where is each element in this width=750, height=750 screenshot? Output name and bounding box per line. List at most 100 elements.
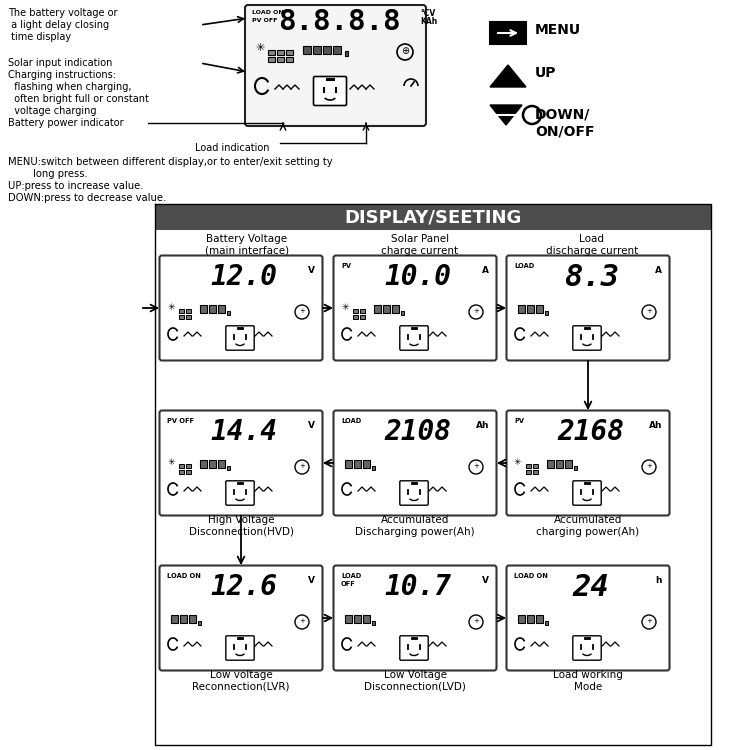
FancyBboxPatch shape <box>226 481 254 506</box>
FancyBboxPatch shape <box>227 311 230 315</box>
Text: DOWN:press to decrease value.: DOWN:press to decrease value. <box>8 193 166 203</box>
FancyBboxPatch shape <box>533 464 538 468</box>
FancyBboxPatch shape <box>353 309 358 313</box>
FancyBboxPatch shape <box>179 309 184 313</box>
FancyBboxPatch shape <box>573 326 602 350</box>
FancyBboxPatch shape <box>545 311 548 315</box>
FancyBboxPatch shape <box>171 615 178 623</box>
Text: LOAD: LOAD <box>514 263 534 269</box>
FancyBboxPatch shape <box>545 621 548 625</box>
FancyBboxPatch shape <box>186 315 191 319</box>
FancyBboxPatch shape <box>323 46 331 54</box>
Text: PV OFF: PV OFF <box>252 18 278 23</box>
Text: +: + <box>646 308 652 314</box>
FancyBboxPatch shape <box>198 621 201 625</box>
FancyBboxPatch shape <box>411 327 417 329</box>
Text: Solar Panel
charge current: Solar Panel charge current <box>382 234 458 256</box>
Text: +: + <box>473 463 479 469</box>
FancyBboxPatch shape <box>186 464 191 468</box>
Text: ✳: ✳ <box>167 458 175 467</box>
FancyBboxPatch shape <box>400 481 428 506</box>
FancyBboxPatch shape <box>536 305 543 313</box>
FancyBboxPatch shape <box>372 466 375 470</box>
Text: 24: 24 <box>573 573 610 602</box>
FancyBboxPatch shape <box>374 305 381 313</box>
FancyBboxPatch shape <box>400 636 428 660</box>
FancyBboxPatch shape <box>313 46 321 54</box>
FancyBboxPatch shape <box>573 636 602 660</box>
Text: +: + <box>299 308 305 314</box>
Text: Accumulated
charging power(Ah): Accumulated charging power(Ah) <box>536 515 640 536</box>
FancyBboxPatch shape <box>334 566 496 670</box>
Text: A: A <box>482 266 489 275</box>
Text: KAh: KAh <box>420 17 437 26</box>
FancyBboxPatch shape <box>527 305 534 313</box>
FancyBboxPatch shape <box>277 50 284 55</box>
Text: ✳: ✳ <box>255 43 264 53</box>
FancyBboxPatch shape <box>155 204 711 230</box>
Text: MENU: MENU <box>535 23 581 37</box>
FancyBboxPatch shape <box>209 305 216 313</box>
FancyBboxPatch shape <box>226 636 254 660</box>
FancyBboxPatch shape <box>584 327 590 329</box>
FancyBboxPatch shape <box>179 315 184 319</box>
Text: 12.0: 12.0 <box>211 263 278 291</box>
Text: DISPLAY/SEETING: DISPLAY/SEETING <box>344 208 522 226</box>
FancyBboxPatch shape <box>245 5 426 126</box>
FancyBboxPatch shape <box>179 470 184 474</box>
FancyBboxPatch shape <box>400 326 428 350</box>
FancyBboxPatch shape <box>363 460 370 468</box>
FancyBboxPatch shape <box>533 470 538 474</box>
FancyBboxPatch shape <box>490 22 526 44</box>
Text: a light delay closing: a light delay closing <box>8 20 109 30</box>
FancyBboxPatch shape <box>574 466 577 470</box>
FancyBboxPatch shape <box>186 309 191 313</box>
Polygon shape <box>490 105 522 125</box>
Text: ✳: ✳ <box>514 458 521 467</box>
FancyBboxPatch shape <box>180 615 187 623</box>
Text: V: V <box>308 421 315 430</box>
FancyBboxPatch shape <box>383 305 390 313</box>
FancyBboxPatch shape <box>200 460 207 468</box>
FancyBboxPatch shape <box>326 78 334 80</box>
Text: V: V <box>308 576 315 585</box>
FancyBboxPatch shape <box>360 315 365 319</box>
FancyBboxPatch shape <box>160 566 322 670</box>
Text: LOAD: LOAD <box>341 573 362 579</box>
FancyBboxPatch shape <box>286 50 293 55</box>
Text: ✳: ✳ <box>341 303 349 312</box>
Text: LOAD: LOAD <box>341 418 362 424</box>
FancyBboxPatch shape <box>227 466 230 470</box>
FancyBboxPatch shape <box>411 637 417 639</box>
FancyBboxPatch shape <box>573 481 602 506</box>
Text: long press.: long press. <box>8 169 88 179</box>
FancyBboxPatch shape <box>506 256 670 361</box>
FancyBboxPatch shape <box>345 615 352 623</box>
FancyBboxPatch shape <box>189 615 196 623</box>
Text: °CV: °CV <box>420 9 435 18</box>
FancyBboxPatch shape <box>506 410 670 515</box>
FancyBboxPatch shape <box>334 256 496 361</box>
FancyBboxPatch shape <box>584 482 590 484</box>
FancyBboxPatch shape <box>186 470 191 474</box>
Text: voltage charging: voltage charging <box>8 106 97 116</box>
Text: Battery power indicator: Battery power indicator <box>8 118 124 128</box>
Text: Charging instructions:: Charging instructions: <box>8 70 116 80</box>
Text: A: A <box>655 266 662 275</box>
FancyBboxPatch shape <box>268 57 275 62</box>
Text: Solar input indication: Solar input indication <box>8 58 112 68</box>
FancyBboxPatch shape <box>518 305 525 313</box>
Text: The battery voltage or: The battery voltage or <box>8 8 118 18</box>
FancyBboxPatch shape <box>160 410 322 515</box>
FancyBboxPatch shape <box>526 470 531 474</box>
Text: ✳: ✳ <box>167 303 175 312</box>
Text: Ah: Ah <box>476 421 489 430</box>
FancyBboxPatch shape <box>556 460 563 468</box>
FancyBboxPatch shape <box>345 51 348 56</box>
FancyBboxPatch shape <box>360 309 365 313</box>
FancyBboxPatch shape <box>363 615 370 623</box>
Text: OFF: OFF <box>341 581 356 587</box>
FancyBboxPatch shape <box>160 256 322 361</box>
Text: +: + <box>646 618 652 624</box>
FancyBboxPatch shape <box>372 621 375 625</box>
